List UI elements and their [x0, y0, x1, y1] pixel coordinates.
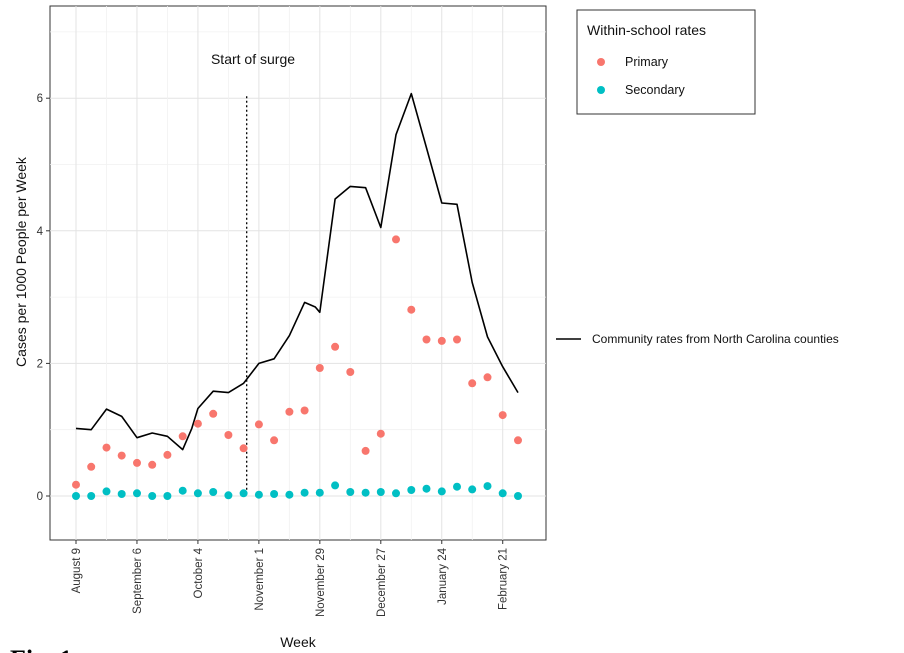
primary-point: [376, 429, 385, 438]
primary-point: [468, 379, 477, 388]
primary-point: [361, 446, 370, 455]
y-tick-label: 0: [37, 491, 43, 503]
primary-point: [315, 364, 324, 372]
secondary-point: [178, 486, 187, 495]
secondary-point: [315, 488, 324, 497]
secondary-point: [498, 489, 507, 498]
secondary-point: [148, 492, 157, 500]
x-tick-label: December 27: [376, 548, 388, 617]
primary-point: [483, 373, 492, 382]
x-axis: August 9 September 6 October 4 November 1 No…: [71, 540, 510, 617]
secondary-point: [361, 488, 370, 497]
y-tick-label: 4: [37, 226, 44, 238]
primary-point: [407, 305, 416, 314]
primary-point: [437, 336, 446, 345]
secondary-point: [239, 489, 248, 498]
panel-border: [49, 5, 547, 541]
secondary-point: [72, 492, 80, 500]
primary-point: [270, 436, 279, 445]
secondary-point: [209, 488, 218, 496]
secondary-point: [224, 491, 233, 500]
secondary-point: [102, 487, 111, 496]
primary-point: [209, 409, 218, 418]
community-legend-label: Community rates from North Carolina coun…: [592, 332, 839, 346]
secondary-point: [346, 488, 355, 496]
primary-point: [422, 335, 431, 344]
primary-point: [285, 407, 294, 416]
secondary-point: [270, 490, 279, 498]
primary-point: [453, 335, 461, 344]
primary-point: [224, 431, 233, 439]
y-tick-label: 2: [37, 358, 43, 370]
x-tick-label: November 1: [254, 548, 266, 611]
point-series: [72, 235, 522, 500]
secondary-point: [163, 492, 172, 500]
legend: Within-school rates Primary Secondary: [576, 9, 756, 115]
y-axis: 0 2 4 6: [37, 93, 50, 503]
secondary-point: [376, 488, 385, 496]
primary-point: [133, 458, 141, 467]
primary-point: [331, 342, 340, 351]
primary-point: [72, 480, 80, 489]
x-axis-title: Week: [280, 634, 317, 650]
figure-caption-fragment: Fig. 1: [10, 645, 72, 653]
secondary-point: [422, 484, 431, 493]
primary-point: [163, 450, 172, 459]
secondary-point: [453, 482, 461, 491]
legend-marker-primary: [597, 58, 605, 66]
primary-point: [392, 235, 400, 244]
secondary-point: [437, 487, 446, 496]
primary-point: [346, 368, 355, 376]
secondary-point: [514, 492, 522, 500]
secondary-point: [285, 490, 294, 499]
secondary-point: [87, 492, 96, 500]
primary-point: [148, 460, 157, 469]
legend-title: Within-school rates: [587, 22, 706, 38]
community-line-series: [75, 92, 519, 451]
primary-point: [239, 444, 248, 453]
legend-marker-secondary: [597, 86, 605, 94]
primary-point: [87, 462, 96, 471]
x-tick-label: January 24: [437, 547, 449, 605]
x-tick-label: September 6: [132, 548, 144, 614]
x-tick-label: February 21: [498, 548, 510, 610]
secondary-point: [193, 489, 202, 498]
grid-lines: [50, 6, 546, 540]
legend-label-secondary: Secondary: [625, 83, 686, 97]
secondary-point: [483, 482, 492, 491]
primary-point: [117, 451, 126, 460]
x-tick-label: August 9: [71, 548, 83, 593]
community-legend: Community rates from North Carolina coun…: [556, 332, 839, 346]
primary-point: [498, 411, 507, 420]
y-tick-label: 6: [37, 93, 43, 105]
x-tick-label: November 29: [315, 548, 327, 617]
secondary-point: [407, 486, 416, 494]
secondary-point: [392, 489, 400, 498]
plot-panel: Start of surge: [49, 5, 547, 541]
legend-box: [576, 9, 756, 115]
y-axis-title: Cases per 1000 People per Week: [13, 156, 29, 367]
secondary-point: [331, 481, 340, 490]
surge-annotation: Start of surge: [211, 51, 295, 67]
secondary-point: [117, 490, 126, 498]
secondary-point: [468, 485, 477, 494]
legend-label-primary: Primary: [625, 55, 669, 69]
community-rate-line: [75, 92, 519, 451]
primary-point: [178, 432, 187, 441]
primary-point: [193, 419, 202, 428]
primary-point: [300, 406, 309, 415]
primary-point: [514, 436, 522, 445]
primary-point: [102, 443, 111, 452]
x-tick-label: October 4: [193, 547, 205, 598]
secondary-point: [300, 488, 309, 497]
primary-point: [254, 420, 263, 429]
secondary-point: [133, 489, 141, 498]
secondary-point: [254, 490, 263, 499]
